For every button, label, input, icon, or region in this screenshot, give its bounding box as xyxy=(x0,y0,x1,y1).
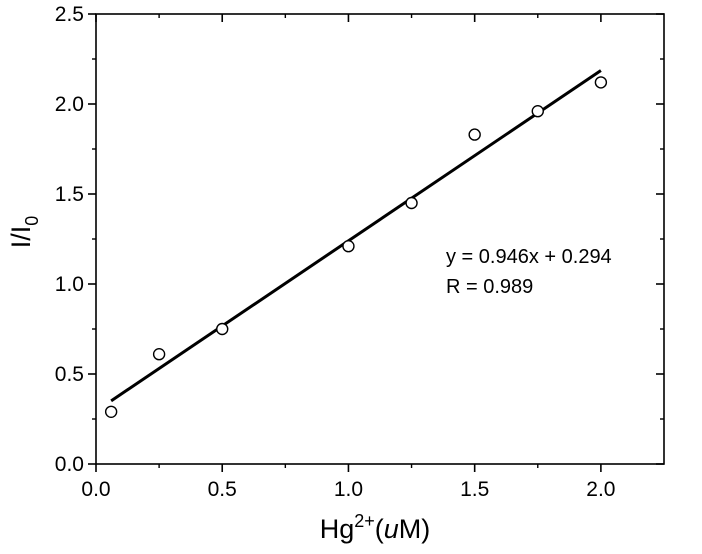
data-point xyxy=(405,196,418,210)
y-axis-title: I/I0 xyxy=(6,216,42,249)
data-point xyxy=(531,104,544,118)
x-axis-title-unit-italic: u xyxy=(384,514,399,544)
y-tick-label: 1.0 xyxy=(55,273,84,296)
data-point xyxy=(468,128,481,141)
plot-frame xyxy=(95,13,665,465)
y-axis-title-subscript: 0 xyxy=(22,216,42,226)
y-axis-title-base: I/I xyxy=(6,226,36,249)
x-tick-label: 0.0 xyxy=(81,478,110,501)
x-tick-label: 2.0 xyxy=(586,478,615,501)
data-points xyxy=(104,76,608,418)
y-tick-label: 1.5 xyxy=(55,183,84,206)
plot-border xyxy=(95,13,665,465)
x-axis-title-unit-rest: M) xyxy=(399,514,430,544)
y-tick-label: 0.5 xyxy=(55,363,84,386)
x-tick-label: 1.5 xyxy=(460,478,489,501)
y-tick-label: 0.0 xyxy=(55,453,84,476)
fit-line-layer xyxy=(110,69,602,403)
x-axis-title-base: Hg xyxy=(320,514,355,544)
data-point xyxy=(594,76,608,89)
fit-r-annotation: R = 0.989 xyxy=(446,276,533,298)
data-point xyxy=(152,348,166,361)
fit-equation-annotation: y = 0.946x + 0.294 xyxy=(446,246,612,268)
x-tick-label: 1.0 xyxy=(334,478,363,501)
y-tick-label: 2.5 xyxy=(55,3,84,26)
fit-line xyxy=(110,69,602,403)
x-axis-title-superscript: 2+ xyxy=(354,511,375,531)
x-tick-label: 0.5 xyxy=(208,478,237,501)
x-axis-ticks: 0.0 0.5 1.0 1.5 2.0 xyxy=(81,14,615,501)
x-axis-title: Hg2+(uM) xyxy=(320,511,431,544)
data-point xyxy=(104,405,118,418)
data-point xyxy=(342,239,355,253)
y-axis-ticks: 0.0 0.5 1.0 1.5 2.0 2.5 xyxy=(55,3,664,476)
x-axis-title-open: ( xyxy=(375,514,384,544)
y-tick-label: 2.0 xyxy=(55,93,84,116)
data-point xyxy=(216,322,229,336)
